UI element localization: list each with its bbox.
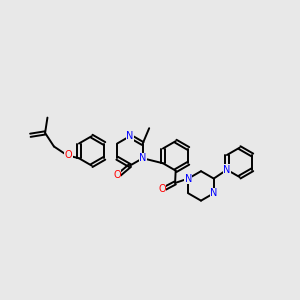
Text: O: O	[64, 150, 72, 160]
Text: N: N	[223, 165, 231, 175]
Text: N: N	[184, 174, 192, 184]
Text: N: N	[126, 131, 134, 141]
Text: O: O	[158, 184, 166, 194]
Text: N: N	[210, 188, 218, 198]
Text: O: O	[113, 170, 121, 180]
Text: N: N	[139, 153, 146, 163]
